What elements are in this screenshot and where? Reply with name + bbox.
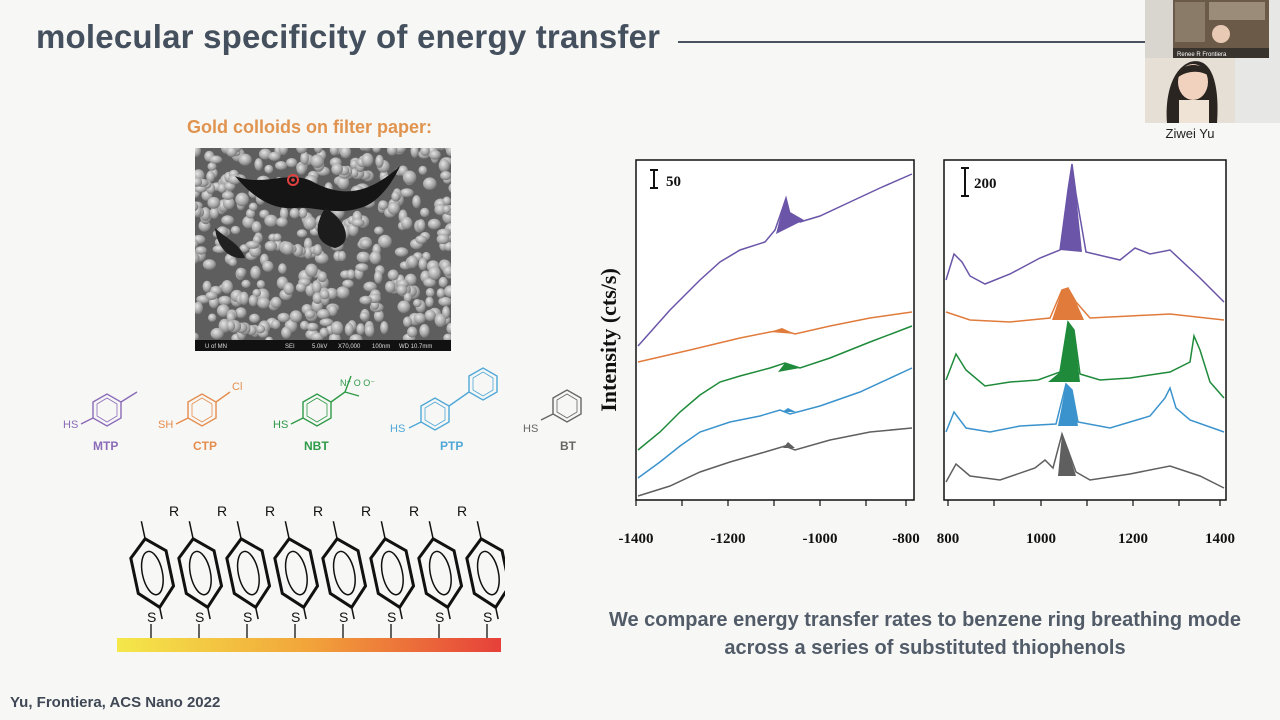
s-atom-label: S (483, 609, 492, 625)
sem-footer-1: U of MN (205, 344, 227, 350)
left-spectrum-peak (782, 408, 796, 412)
left-tick-4: -800 (892, 531, 920, 547)
left-spectrum-line (637, 367, 913, 479)
right-spectrum-peak (1058, 434, 1076, 476)
host-name-label: Renee R Frontiera (1177, 52, 1227, 58)
right-tick-2: 1000 (1026, 531, 1056, 547)
r-group-label: R (457, 503, 467, 519)
right-spectrum-peak (1052, 288, 1084, 320)
laser-cursor-icon (287, 174, 299, 186)
sam-unit (321, 521, 368, 620)
bt-structure (540, 389, 582, 423)
nbt-structure (290, 375, 360, 427)
sam-unit (417, 521, 464, 620)
sam-unit (177, 521, 224, 620)
left-tick-2: -1200 (711, 531, 746, 547)
right-spectrum-line (945, 382, 1225, 433)
nbt-nitro: N⁺ O O⁻ (340, 378, 375, 388)
sem-footer-4: X70,000 (338, 344, 361, 350)
mtp-sh: HS (63, 419, 78, 431)
sem-micrograph-image: U of MN SEI 5.0kV X70,000 100nm WD 10.7m… (195, 148, 451, 351)
right-spectrum-peak (1060, 164, 1082, 252)
right-scale-bar-label: 200 (974, 176, 997, 192)
sam-unit (465, 521, 505, 620)
ctp-cl: Cl (232, 381, 242, 393)
sem-footer-6: WD 10.7mm (399, 344, 432, 350)
s-atom-label: S (435, 609, 444, 625)
sam-unit (273, 521, 320, 620)
left-spectrum-peak (778, 363, 800, 372)
s-atom-label: S (387, 609, 396, 625)
sam-unit (369, 521, 416, 620)
left-spectrum-peak (783, 442, 795, 448)
right-spectrum-peak (1048, 322, 1080, 382)
ctp-structure (175, 391, 231, 427)
s-atom-label: S (243, 609, 252, 625)
r-group-label: R (313, 503, 323, 519)
left-scale-bar-label: 50 (666, 174, 681, 190)
self-assembled-monolayer-diagram: RSRSRSRSRSRSRSRS (117, 503, 505, 652)
slide-title: molecular specificity of energy transfer (36, 18, 661, 55)
ctp-label: CTP (193, 439, 217, 453)
bt-sh: HS (523, 423, 538, 435)
molecule-structures: HS Cl SH N⁺ O O⁻ HS HS (55, 362, 595, 457)
bt-label: BT (560, 439, 576, 453)
sem-footer-5: 100nm (372, 344, 390, 350)
right-tick-4: 1400 (1205, 531, 1235, 547)
r-group-label: R (217, 503, 227, 519)
nbt-label: NBT (304, 439, 329, 453)
ctp-sh: SH (158, 419, 173, 431)
s-atom-label: S (291, 609, 300, 625)
sem-footer-3: 5.0kV (312, 344, 327, 350)
s-atom-label: S (147, 609, 156, 625)
ptp-label: PTP (440, 439, 464, 453)
gold-surface-gradient (117, 638, 501, 652)
left-panel-frame (635, 159, 915, 501)
right-spectrum-line (945, 320, 1225, 399)
video-tile[interactable]: Renee R Frontiera (1145, 0, 1280, 123)
sam-unit (225, 521, 272, 620)
left-spectrum-peak (770, 328, 795, 334)
s-atom-label: S (339, 609, 348, 625)
left-tick-3: -1000 (803, 531, 838, 547)
r-group-label: R (265, 503, 275, 519)
sem-caption: Gold colloids on filter paper: (187, 117, 433, 137)
title-divider (678, 41, 1148, 43)
r-group-label: R (409, 503, 419, 519)
conclusion-text: We compare energy transfer rates to benz… (608, 609, 1241, 659)
left-tick-1: -1400 (619, 531, 654, 547)
r-group-label: R (169, 503, 179, 519)
right-tick-1: 800 (937, 531, 960, 547)
s-atom-label: S (195, 609, 204, 625)
mtp-structure (80, 391, 138, 427)
ptp-structure (408, 367, 498, 431)
left-spectrum-line (637, 325, 913, 451)
nbt-sh: HS (273, 419, 288, 431)
sam-unit (129, 521, 176, 620)
left-spectrum-peak (776, 198, 804, 234)
ptp-sh: HS (390, 423, 405, 435)
mtp-label: MTP (93, 439, 119, 453)
right-panel-frame (943, 159, 1227, 501)
raman-spectra-figure: Intensity (cts/s) 50 200 -1400 -1200 -10… (596, 159, 1235, 547)
sem-footer-2: SEI (285, 344, 295, 350)
right-tick-3: 1200 (1118, 531, 1148, 547)
left-spectrum-line (637, 427, 913, 497)
right-spectrum-peak (1058, 384, 1078, 426)
r-group-label: R (361, 503, 371, 519)
speaker-name: Ziwei Yu (1165, 126, 1215, 141)
citation: Yu, Frontiera, ACS Nano 2022 (10, 694, 221, 711)
y-axis-label: Intensity (cts/s) (596, 268, 621, 412)
